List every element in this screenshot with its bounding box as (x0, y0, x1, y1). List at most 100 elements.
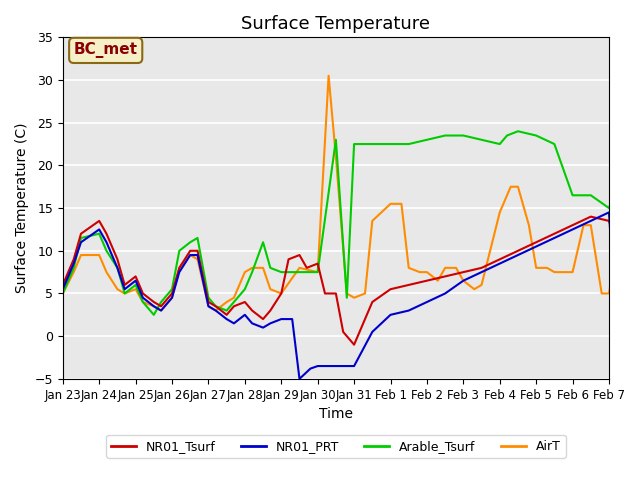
NR01_Tsurf (296, 252, 303, 258)
NR01_Tsurf (623, 269, 631, 275)
AirT (387, 201, 394, 207)
Arable_Tsurf (157, 299, 165, 305)
Arable_Tsurf (266, 265, 274, 271)
NR01_Tsurf (314, 261, 321, 266)
NR01_PRT (369, 329, 376, 335)
Arable_Tsurf (514, 128, 522, 134)
NR01_PRT (230, 321, 238, 326)
NR01_Tsurf (259, 316, 267, 322)
NR01_Tsurf (277, 290, 285, 296)
NR01_Tsurf (285, 256, 292, 262)
NR01_PRT (186, 252, 194, 258)
Line: Arable_Tsurf: Arable_Tsurf (63, 131, 627, 315)
Arable_Tsurf (121, 290, 129, 296)
Arable_Tsurf (77, 235, 85, 241)
Arable_Tsurf (477, 137, 485, 143)
NR01_PRT (194, 252, 202, 258)
NR01_Tsurf (605, 218, 613, 224)
Title: Surface Temperature: Surface Temperature (241, 15, 430, 33)
NR01_Tsurf (168, 290, 176, 296)
NR01_Tsurf (248, 308, 256, 313)
NR01_PRT (59, 287, 67, 292)
Arable_Tsurf (387, 141, 394, 147)
AirT (634, 274, 640, 279)
NR01_Tsurf (339, 329, 347, 335)
NR01_PRT (77, 240, 85, 245)
NR01_PRT (150, 303, 157, 309)
NR01_PRT (387, 312, 394, 318)
AirT (324, 73, 332, 79)
NR01_Tsurf (70, 256, 77, 262)
Arable_Tsurf (358, 141, 365, 147)
NR01_PRT (277, 316, 285, 322)
NR01_Tsurf (266, 308, 274, 313)
NR01_PRT (70, 261, 77, 266)
NR01_PRT (113, 265, 121, 271)
NR01_PRT (289, 316, 296, 322)
NR01_PRT (314, 363, 321, 369)
AirT (59, 290, 67, 296)
Arable_Tsurf (248, 269, 256, 275)
Arable_Tsurf (623, 209, 631, 215)
Arable_Tsurf (314, 269, 321, 275)
NR01_Tsurf (387, 287, 394, 292)
Arable_Tsurf (223, 308, 230, 313)
Arable_Tsurf (70, 265, 77, 271)
Arable_Tsurf (369, 141, 376, 147)
Arable_Tsurf (616, 171, 624, 177)
NR01_PRT (95, 227, 103, 232)
NR01_Tsurf (321, 290, 329, 296)
NR01_Tsurf (205, 299, 212, 305)
AirT (507, 184, 515, 190)
NR01_Tsurf (132, 274, 140, 279)
NR01_Tsurf (175, 265, 183, 271)
NR01_Tsurf (496, 256, 504, 262)
NR01_Tsurf (95, 218, 103, 224)
NR01_Tsurf (303, 265, 310, 271)
NR01_PRT (307, 366, 314, 372)
NR01_Tsurf (113, 256, 121, 262)
NR01_Tsurf (587, 214, 595, 219)
NR01_PRT (296, 376, 303, 382)
NR01_Tsurf (514, 248, 522, 253)
NR01_PRT (460, 278, 467, 284)
NR01_Tsurf (423, 278, 431, 284)
Arable_Tsurf (132, 282, 140, 288)
NR01_Tsurf (460, 269, 467, 275)
NR01_PRT (168, 295, 176, 300)
NR01_PRT (550, 235, 558, 241)
NR01_PRT (569, 227, 577, 232)
NR01_PRT (532, 244, 540, 250)
NR01_Tsurf (569, 222, 577, 228)
NR01_Tsurf (230, 303, 238, 309)
AirT (212, 308, 220, 313)
Arable_Tsurf (569, 192, 577, 198)
NR01_PRT (266, 321, 274, 326)
NR01_PRT (259, 325, 267, 331)
NR01_Tsurf (77, 231, 85, 237)
NR01_Tsurf (121, 282, 129, 288)
NR01_Tsurf (442, 274, 449, 279)
Arable_Tsurf (277, 269, 285, 275)
Arable_Tsurf (343, 295, 351, 300)
Arable_Tsurf (503, 132, 511, 138)
NR01_PRT (343, 363, 351, 369)
Arable_Tsurf (296, 269, 303, 275)
Text: BC_met: BC_met (74, 42, 138, 59)
NR01_Tsurf (332, 290, 340, 296)
Arable_Tsurf (230, 299, 238, 305)
NR01_PRT (175, 269, 183, 275)
NR01_PRT (442, 290, 449, 296)
NR01_PRT (332, 363, 340, 369)
Arable_Tsurf (102, 248, 110, 253)
Arable_Tsurf (205, 295, 212, 300)
NR01_PRT (132, 278, 140, 284)
NR01_Tsurf (59, 282, 67, 288)
Arable_Tsurf (175, 248, 183, 253)
NR01_Tsurf (186, 248, 194, 253)
Arable_Tsurf (95, 231, 103, 237)
Arable_Tsurf (550, 141, 558, 147)
NR01_PRT (212, 308, 220, 313)
Arable_Tsurf (59, 290, 67, 296)
Arable_Tsurf (605, 205, 613, 211)
